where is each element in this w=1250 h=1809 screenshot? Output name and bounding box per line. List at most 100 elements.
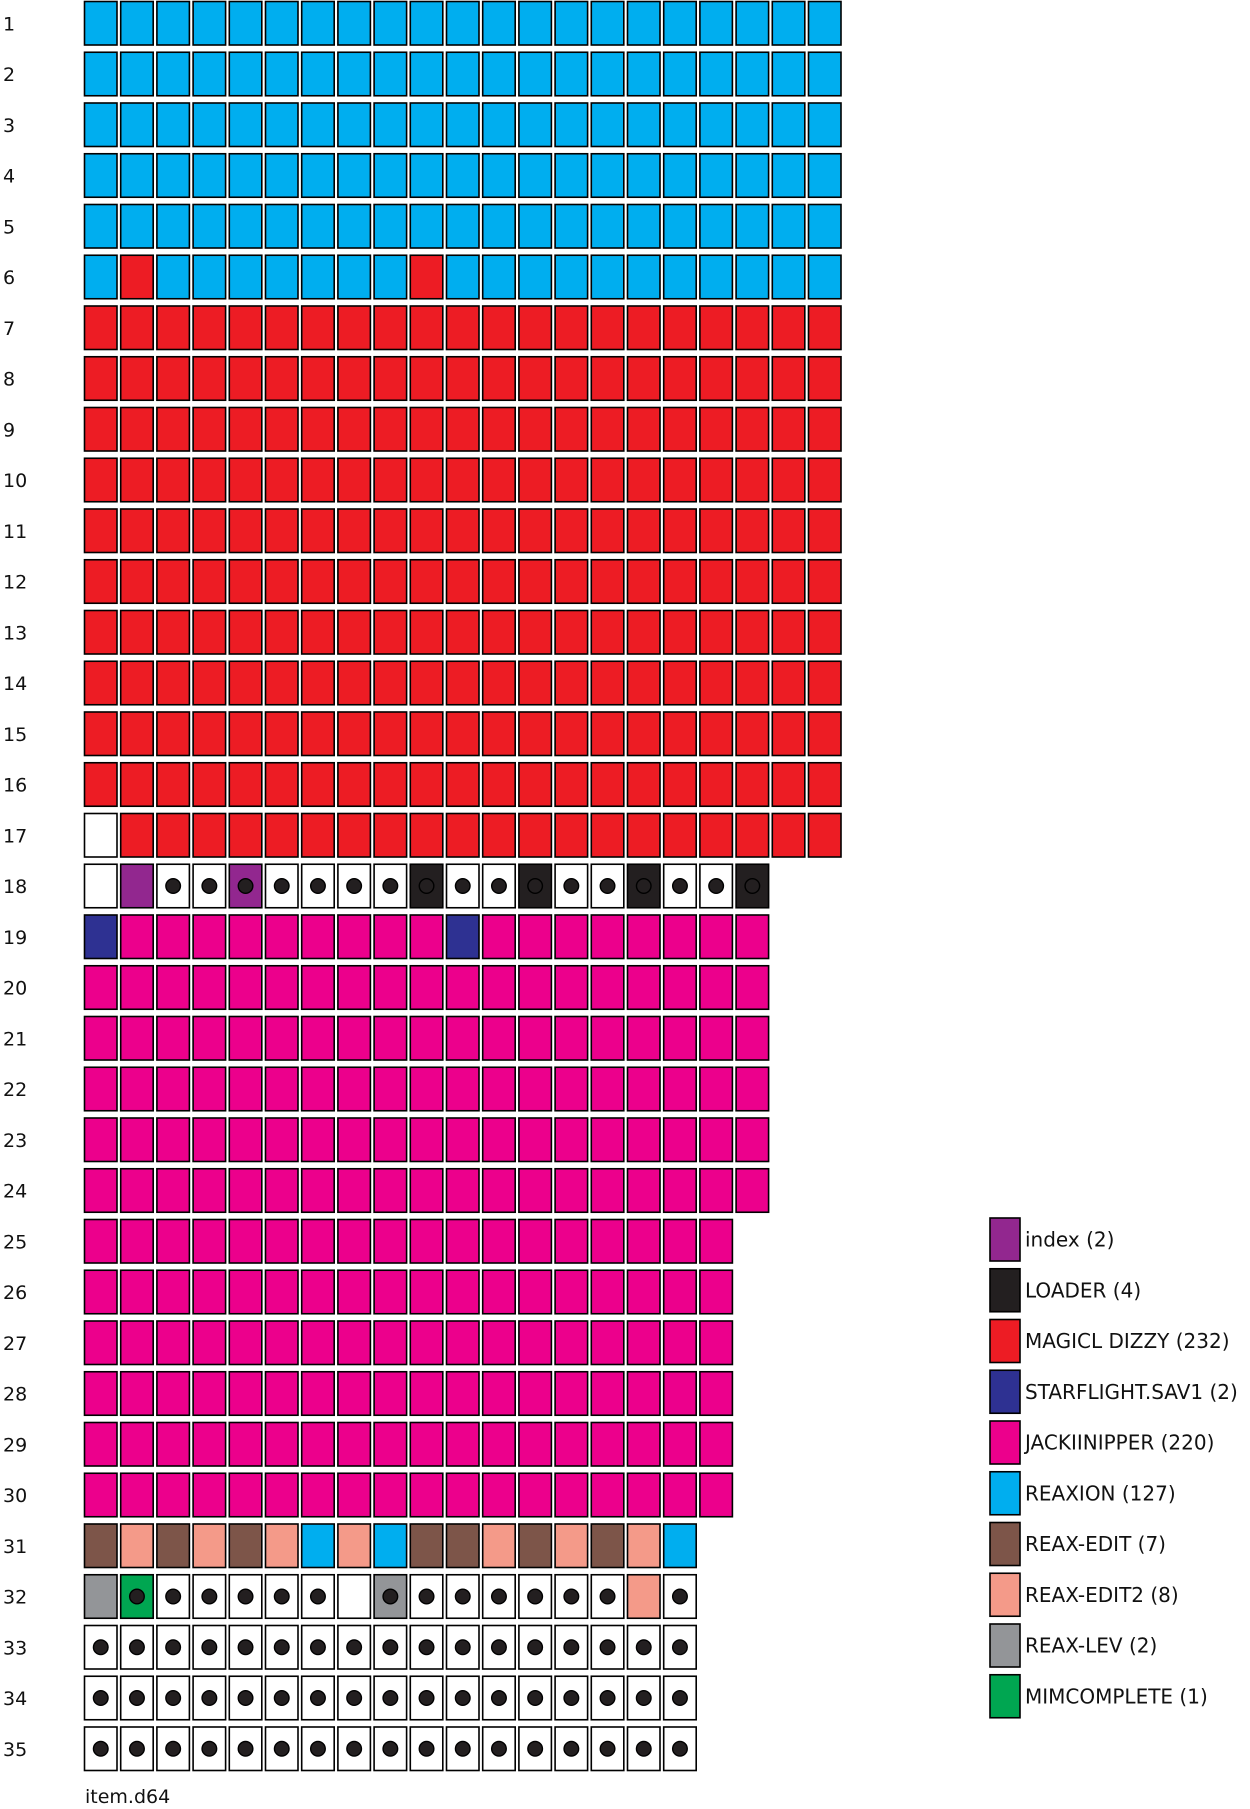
sector-cell [626, 1472, 661, 1518]
sector-dot [201, 1740, 218, 1757]
sector-cell [445, 406, 480, 452]
sector-dot [418, 1588, 435, 1605]
sector-cell [626, 355, 661, 402]
sector-cell [445, 1370, 480, 1417]
track-label: 29 [3, 1434, 27, 1456]
sector-cell [83, 102, 118, 148]
legend-swatch [989, 1318, 1021, 1364]
legend-label: MAGICL DIZZY (232) [1025, 1329, 1230, 1353]
sector-cell [699, 914, 734, 960]
sector-cell [554, 1066, 589, 1112]
sector-cell [409, 1472, 444, 1518]
sector-cell [373, 1523, 408, 1569]
sector-cell [518, 1015, 553, 1061]
sector-cell [699, 305, 734, 351]
sector-cell [264, 964, 299, 1011]
sector-cell [119, 254, 154, 300]
sector-cell [735, 406, 770, 452]
sector-cell [481, 508, 517, 554]
sector-cell [119, 812, 154, 858]
sector-cell [590, 457, 625, 503]
track-label: 26 [3, 1282, 27, 1304]
sector-cell [192, 355, 227, 402]
sector-cell [554, 660, 589, 706]
sector-cell [626, 1421, 661, 1467]
sector-cell [481, 1015, 517, 1061]
sector-cell [373, 152, 408, 199]
sector-cell [518, 964, 553, 1011]
sector-cell [807, 305, 842, 351]
sector-dot [165, 1639, 182, 1656]
sector-cell [662, 1066, 698, 1112]
sector-cell [735, 1015, 770, 1061]
legend-swatch [989, 1572, 1021, 1618]
sector-cell [481, 1269, 517, 1315]
sector-cell [83, 355, 118, 402]
sector-cell [409, 305, 444, 351]
sector-cell [228, 1269, 263, 1315]
sector-cell [409, 1421, 444, 1467]
sector-cell [771, 508, 806, 554]
sector-cell [662, 51, 698, 97]
sector-cell [735, 1167, 770, 1214]
sector-cell [626, 406, 661, 452]
sector-cell [83, 508, 118, 554]
track-label: 16 [3, 775, 27, 797]
sector-cell [83, 51, 118, 97]
sector-cell [228, 1370, 263, 1417]
sector-cell [156, 305, 191, 351]
sector-cell [228, 406, 263, 452]
sector-cell [735, 964, 770, 1011]
sector-cell [445, 761, 480, 808]
sector-cell [771, 152, 806, 199]
sector-cell [156, 711, 191, 757]
sector-dot [309, 1588, 326, 1605]
sector-dot [201, 878, 218, 895]
sector-cell [192, 1015, 227, 1061]
sector-dot [92, 1740, 109, 1757]
sector-cell [518, 660, 553, 706]
sector-cell [590, 203, 625, 249]
sector-cell [735, 914, 770, 960]
sector-cell [300, 761, 336, 808]
sector-cell [771, 51, 806, 97]
sector-cell [735, 305, 770, 351]
sector-cell [409, 761, 444, 808]
sector-cell [771, 558, 806, 605]
sector-cell [590, 1320, 625, 1366]
sector-cell [192, 1066, 227, 1112]
sector-cell [626, 711, 661, 757]
sector-cell [554, 1726, 589, 1772]
sector-cell [373, 1015, 408, 1061]
sector-cell [590, 1117, 625, 1163]
sector-cell [192, 1370, 227, 1417]
sector-cell [192, 406, 227, 452]
sector-cell [590, 305, 625, 351]
sector-cell [662, 711, 698, 757]
track-label: 11 [3, 521, 27, 543]
track-label: 5 [3, 216, 15, 238]
track-label: 4 [3, 166, 15, 188]
sector-cell [373, 1726, 408, 1772]
sector-cell [264, 508, 299, 554]
sector-cell [300, 812, 336, 858]
sector-cell [554, 1117, 589, 1163]
sector-cell [83, 1421, 118, 1467]
legend-label: REAXION (127) [1025, 1481, 1176, 1505]
track-label: 6 [3, 267, 15, 289]
sector-cell [264, 609, 299, 655]
sector-cell [554, 0, 589, 46]
sector-dot [527, 1740, 544, 1757]
sector-cell [373, 102, 408, 148]
sector-cell [662, 508, 698, 554]
sector-cell [373, 1269, 408, 1315]
sector-cell [481, 1675, 517, 1721]
sector-cell [119, 1269, 154, 1315]
sector-cell [83, 457, 118, 503]
sector-cell [590, 1218, 625, 1264]
sector-cell [445, 1472, 480, 1518]
sector-cell [807, 51, 842, 97]
sector-cell [518, 305, 553, 351]
sector-cell [699, 1472, 734, 1518]
sector-dot [599, 1740, 616, 1757]
